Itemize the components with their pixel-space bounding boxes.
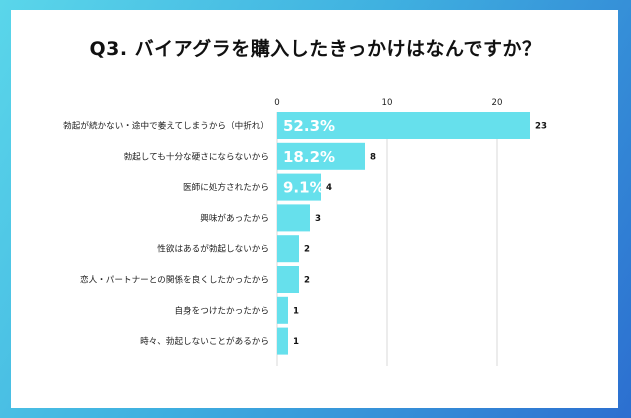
x-tick-label: 0 — [274, 98, 279, 108]
value-label: 1 — [293, 306, 299, 316]
x-tick-label: 10 — [382, 98, 393, 108]
category-label: 時々、勃起しないことがあるから — [140, 335, 269, 347]
bar-3 — [277, 173, 321, 201]
x-tick-label: 20 — [492, 98, 503, 108]
category-label: 興味があったから — [200, 212, 269, 224]
category-label: 医師に処方されたから — [183, 181, 269, 193]
chart-panel — [11, 10, 618, 408]
category-label: 性欲はあるが勃起しないから — [157, 243, 269, 255]
category-label: 勃起しても十分な硬さにならないから — [124, 150, 269, 162]
value-label: 3 — [315, 214, 321, 224]
value-label: 4 — [326, 183, 332, 193]
value-label: 1 — [293, 337, 299, 347]
bar-1 — [277, 112, 530, 139]
bar-layer — [277, 112, 530, 355]
category-label: 恋人・パートナーとの関係を良くしたかったから — [80, 274, 269, 286]
category-label: 勃起が続かない・途中で萎えてしまうから（中折れ） — [63, 120, 269, 132]
bar-2 — [277, 142, 365, 170]
bar-5 — [277, 235, 299, 263]
category-label: 自身をつけたかったから — [174, 304, 269, 316]
bar-8 — [277, 327, 288, 355]
value-label: 2 — [304, 276, 310, 286]
bar-4 — [277, 204, 310, 232]
bar-7 — [277, 296, 288, 324]
bar-6 — [277, 266, 299, 293]
value-label: 23 — [535, 122, 547, 132]
percent-label: 9.1% — [283, 179, 325, 197]
value-label: 2 — [304, 245, 310, 255]
percent-label: 18.2% — [283, 148, 335, 166]
percent-label: 52.3% — [283, 117, 335, 135]
value-label: 8 — [370, 152, 376, 162]
chart-title: Q3. バイアグラを購入したきっかけはなんですか？ — [89, 38, 542, 60]
